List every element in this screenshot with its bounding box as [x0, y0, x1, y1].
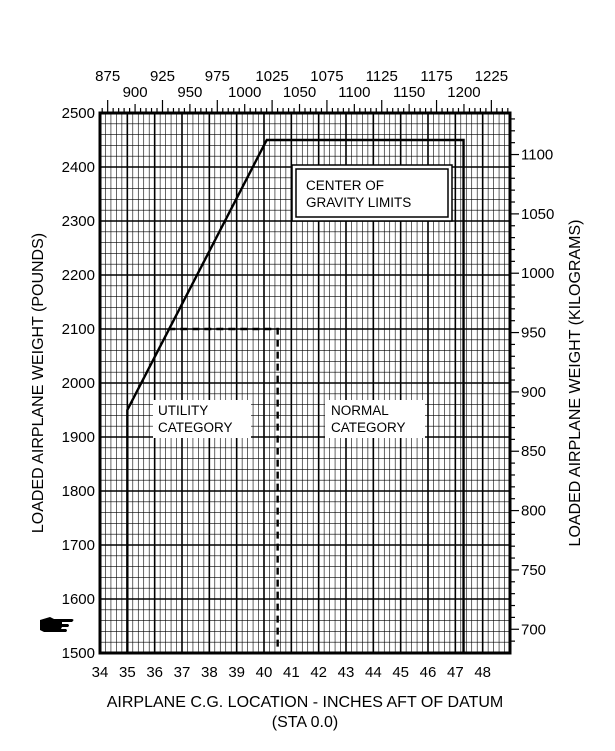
x-tick-label: 34: [92, 664, 109, 681]
x-tick-label: 36: [146, 664, 163, 681]
pointing-hand-icon: [40, 617, 74, 632]
y2-tick-label: 750: [521, 562, 546, 579]
y-tick-label: 2200: [62, 267, 95, 284]
y2-tick-label: 950: [521, 325, 546, 342]
x-tick-label: 48: [474, 664, 491, 681]
tick-labels: 34 35 36 37 38 39 40 41 42 43 44 45 46 47 48 1500 1600 17…: [62, 68, 555, 681]
x-tick-label: 39: [228, 664, 245, 681]
y-tick-label: 2000: [62, 375, 95, 392]
x-tick-label: 46: [420, 664, 437, 681]
axis-ticks: [101, 100, 519, 642]
x-tick-label: 44: [365, 664, 382, 681]
normal-line1: NORMAL: [331, 403, 389, 418]
y-tick-label: 1800: [62, 483, 95, 500]
x2-tick-label-upper: 1075: [310, 68, 343, 85]
x-tick-label: 40: [256, 664, 273, 681]
x2-tick-label-lower: 1200: [447, 84, 480, 101]
x2-tick-label-upper: 975: [205, 68, 230, 85]
x-axis-title-line2: (STA 0.0): [272, 714, 338, 731]
x2-tick-label-lower: 900: [123, 84, 148, 101]
y2-tick-label: 800: [521, 503, 546, 520]
annotation-utility: UTILITY CATEGORY: [158, 403, 233, 435]
normal-line2: CATEGORY: [331, 420, 406, 435]
annotation-cg-limits: CENTER OF GRAVITY LIMITS: [291, 164, 453, 222]
x-axis-title: AIRPLANE C.G. LOCATION - INCHES AFT OF D…: [107, 694, 504, 711]
x-tick-label: 37: [174, 664, 191, 681]
x2-tick-label-lower: 950: [177, 84, 202, 101]
y2-tick-label: 850: [521, 443, 546, 460]
x2-tick-label-upper: 1125: [366, 68, 398, 85]
x2-tick-label-upper: 875: [95, 68, 120, 85]
x2-tick-label-lower: 1150: [393, 84, 425, 101]
x2-tick-label-upper: 1025: [255, 68, 288, 85]
annotation-normal: NORMAL CATEGORY: [331, 403, 406, 435]
y-tick-label: 2100: [62, 321, 95, 338]
series-lines: [126, 138, 465, 653]
utility-line1: UTILITY: [158, 403, 208, 418]
x-tick-label: 35: [119, 664, 136, 681]
y-tick-label: 2400: [62, 159, 95, 176]
x-tick-label: 45: [392, 664, 409, 681]
y-tick-label: 1600: [62, 591, 95, 608]
utility-line2: CATEGORY: [158, 420, 233, 435]
y2-axis-title: LOADED AIRPLANE WEIGHT (KILOGRAMS): [567, 220, 584, 547]
x2-tick-label-lower: 1000: [228, 84, 261, 101]
cg-limits-line2: GRAVITY LIMITS: [306, 195, 411, 210]
y2-tick-label: 700: [521, 621, 546, 638]
x-tick-label: 43: [338, 664, 355, 681]
y-axis-title: LOADED AIRPLANE WEIGHT (POUNDS): [30, 233, 47, 533]
y2-tick-label: 1000: [521, 265, 554, 282]
y2-tick-label: 1050: [521, 206, 554, 223]
x-tick-label: 38: [201, 664, 218, 681]
y2-tick-label: 1100: [521, 147, 553, 164]
utility-label-bg: [153, 400, 251, 438]
x-tick-label: 42: [310, 664, 327, 681]
x2-tick-label-lower: 1050: [283, 84, 316, 101]
x2-tick-label-upper: 1225: [475, 68, 508, 85]
cg-limits-line1: CENTER OF: [306, 178, 384, 193]
x2-tick-label-lower: 1100: [338, 84, 370, 101]
y2-tick-label: 900: [521, 384, 546, 401]
series-utility-envelope: [168, 327, 279, 653]
x-tick-label: 47: [447, 664, 464, 681]
x-tick-label: 41: [283, 664, 300, 681]
y-tick-label: 1700: [62, 537, 95, 554]
label-backgrounds: [153, 400, 425, 438]
y-tick-label: 1500: [62, 645, 95, 662]
y-tick-label: 1900: [62, 429, 95, 446]
normal-label-bg: [325, 400, 425, 438]
y-tick-label: 2500: [62, 105, 95, 122]
x2-tick-label-upper: 925: [150, 68, 175, 85]
y-tick-label: 2300: [62, 213, 95, 230]
series-normal-envelope: [126, 138, 465, 653]
x2-tick-label-upper: 1175: [420, 68, 452, 85]
